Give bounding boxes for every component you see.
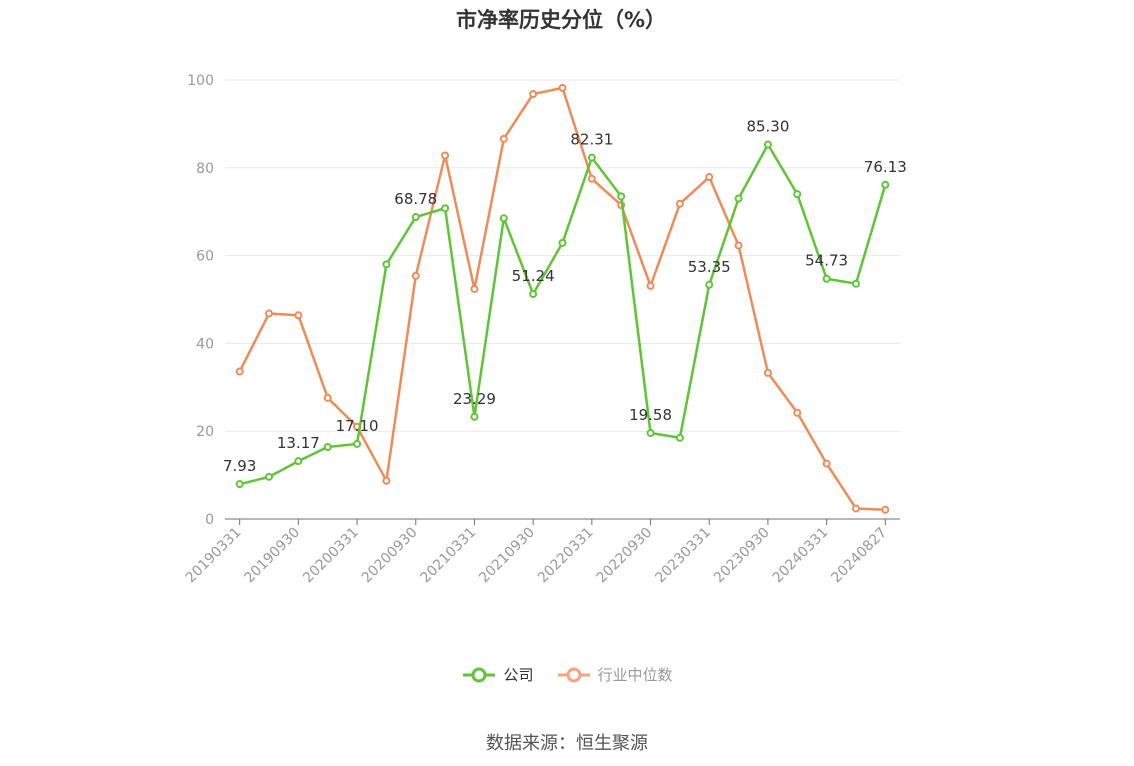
x-tick-label: 20200930: [359, 525, 421, 587]
legend-industry-icon: [557, 667, 590, 682]
x-tick-label: 20200331: [300, 525, 362, 587]
industry-point: [441, 151, 450, 160]
industry-point: [851, 504, 860, 513]
industry-point: [529, 90, 538, 99]
industry-point: [499, 134, 508, 143]
company-point: [881, 180, 890, 189]
x-tick-label: 20190331: [183, 525, 245, 587]
company-series: [235, 140, 890, 489]
company-point: [617, 192, 626, 201]
data-label: 19.58: [629, 406, 672, 424]
y-tick-label: 20: [196, 424, 214, 440]
company-point: [675, 433, 684, 442]
data-label: 54.73: [805, 252, 848, 270]
legend-item-industry[interactable]: 行业中位数: [556, 664, 673, 685]
industry-point: [646, 281, 655, 290]
company-point: [705, 280, 714, 289]
company-point: [822, 274, 831, 283]
company-point: [646, 429, 655, 438]
company-point: [235, 480, 244, 489]
data-label-layer: 7.93 13.17 17.10 68.78 23.29 51.24 82.31 19.58 5…: [223, 118, 907, 476]
x-tick-label: 20210331: [418, 525, 480, 587]
x-tick-label: 20230331: [652, 525, 714, 587]
legend-item-company[interactable]: 公司: [461, 664, 534, 685]
x-tick-label: 20220930: [594, 525, 656, 587]
x-tick-label: 20190930: [241, 525, 303, 587]
x-tick-label: 20230930: [711, 525, 773, 587]
company-point: [587, 153, 596, 162]
y-tick-label: 100: [187, 73, 214, 89]
data-label: 53.35: [688, 258, 731, 276]
legend: 公司 行业中位数: [0, 664, 1134, 685]
x-tick-label: 20240331: [770, 525, 832, 587]
industry-point: [793, 408, 802, 417]
industry-point: [558, 83, 567, 92]
data-label: 7.93: [223, 457, 256, 475]
industry-point: [470, 284, 479, 293]
industry-point: [734, 241, 743, 250]
industry-point: [763, 368, 772, 377]
company-point: [470, 412, 479, 421]
y-tick-label: 0: [205, 512, 214, 528]
industry-point: [675, 199, 684, 208]
chart-title: 市净率历史分位（%）: [455, 8, 667, 32]
x-tick-label: 20210930: [476, 525, 538, 587]
y-tick-label: 60: [196, 249, 214, 265]
x-tick-label: 20220331: [535, 525, 597, 587]
data-label: 51.24: [512, 267, 555, 285]
industry-point: [705, 173, 714, 182]
data-label: 82.31: [570, 131, 613, 149]
company-point: [265, 472, 274, 481]
x-tick-label: 20240827: [828, 525, 890, 587]
data-label: 68.78: [394, 190, 437, 208]
industry-point: [587, 174, 596, 183]
y-tick-label: 40: [196, 336, 214, 352]
company-point: [734, 194, 743, 203]
industry-point: [822, 459, 831, 468]
legend-company-icon: [463, 667, 496, 682]
industry-point: [411, 271, 420, 280]
industry-point: [294, 311, 303, 320]
company-point: [411, 213, 420, 222]
grid-layer: [225, 79, 900, 432]
data-label: 17.10: [336, 417, 379, 435]
company-point: [353, 439, 362, 448]
company-point: [793, 190, 802, 199]
industry-point: [323, 393, 332, 402]
company-point: [382, 260, 391, 269]
industry-series: [235, 83, 890, 514]
industry-point: [265, 309, 274, 318]
industry-point: [235, 367, 244, 376]
data-label: 23.29: [453, 390, 496, 408]
legend-company-label: 公司: [503, 666, 534, 684]
data-label: 85.30: [746, 118, 789, 136]
company-point: [851, 279, 860, 288]
y-tick-label: 80: [196, 161, 214, 177]
company-point: [441, 204, 450, 213]
industry-point: [382, 476, 391, 485]
data-source: 数据来源：恒生聚源: [486, 733, 648, 754]
company-point: [323, 443, 332, 452]
company-point: [294, 457, 303, 466]
axis-layer: 0 20 40 60 80 100 2019033120190930202003312020…: [183, 73, 900, 586]
company-point: [763, 140, 772, 149]
data-label: 76.13: [864, 158, 907, 176]
legend-industry-label: 行业中位数: [597, 666, 673, 684]
industry-point: [881, 505, 890, 514]
company-point: [558, 238, 567, 247]
data-label: 13.17: [277, 434, 320, 452]
company-point: [499, 214, 508, 223]
company-point: [529, 290, 538, 299]
